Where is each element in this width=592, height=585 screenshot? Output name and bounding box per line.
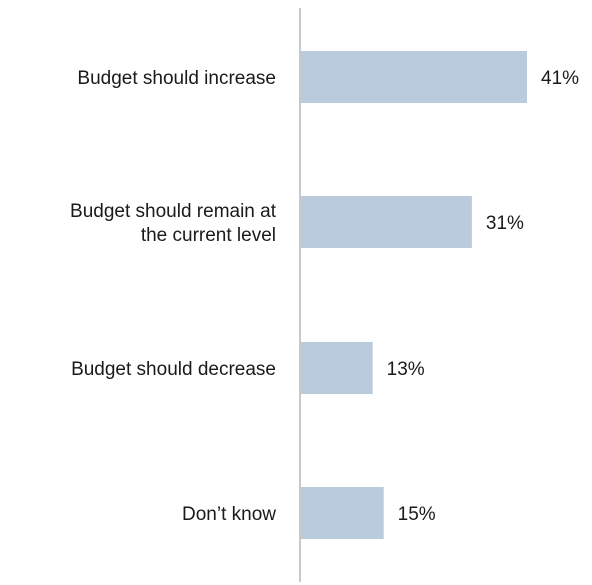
value-label-1: 31%: [486, 213, 524, 234]
category-label-3-line-0: Don’t know: [182, 504, 276, 525]
value-label-3: 15%: [398, 504, 436, 525]
bar-2: [301, 342, 373, 394]
value-label-2: 13%: [387, 359, 425, 380]
value-label-0: 41%: [541, 68, 579, 89]
category-label-1-line-0: Budget should remain at: [70, 201, 277, 222]
bar-3: [301, 487, 384, 539]
category-label-1-line-1: the current level: [141, 225, 276, 246]
bar-1: [301, 196, 472, 248]
category-label-0-line-0: Budget should increase: [77, 68, 276, 89]
category-label-2-line-0: Budget should decrease: [71, 359, 276, 380]
bars-layer: [301, 51, 527, 539]
bar-0: [301, 51, 527, 103]
labels-layer: 41% Budget should increase 31% Budget shoul…: [70, 68, 579, 525]
